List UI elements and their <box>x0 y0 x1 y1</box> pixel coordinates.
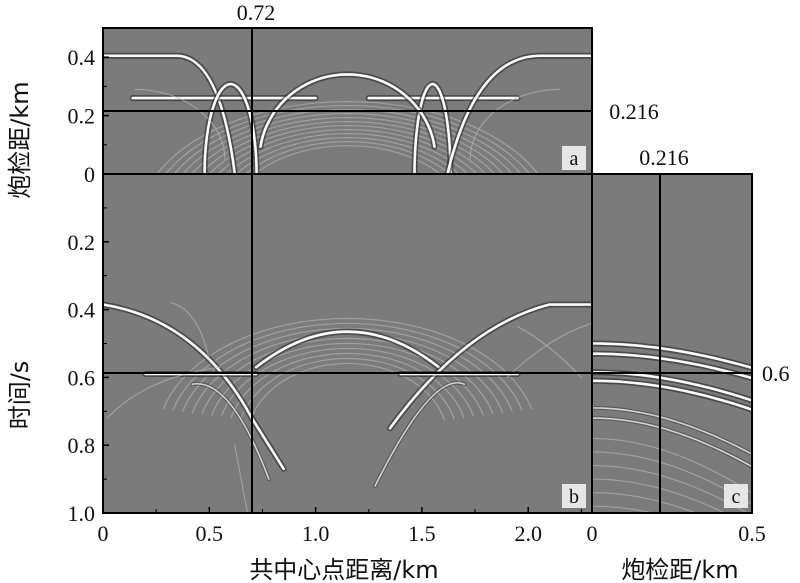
panel-b-letter: b <box>569 486 579 508</box>
panel-a-badge <box>562 146 586 170</box>
cursor-x-label-panel-c: 0.216 <box>639 145 689 170</box>
y-tick-label-time: 0.4 <box>68 298 96 323</box>
y-tick-label-time: 0.6 <box>68 365 96 390</box>
y-tick-label-time: 1.0 <box>68 501 96 526</box>
panel-a-events <box>103 52 592 174</box>
x-axis-label-offset: 炮检距/km <box>621 556 738 583</box>
y-tick-label-time: 0.2 <box>68 230 96 255</box>
panel-c-event-2 <box>592 352 752 380</box>
panel-a-mesh-arc <box>182 113 513 174</box>
axis-ticks: 0 0.5 1.0 1.5 2.0 0 0.5 0 0.2 0.4 0.2 0.4 0.6 0.8 1.0 <box>68 45 766 546</box>
panel-c-event-1 <box>592 342 752 370</box>
panel-a-event-loop-right <box>413 82 452 174</box>
panel-a-mesh-arc <box>217 129 478 174</box>
panel-a-mesh-arc <box>164 105 531 174</box>
panel-c-faint-event <box>592 505 656 513</box>
panel-c-badge <box>724 484 748 508</box>
x-tick-label-cmp: 0.5 <box>196 521 224 546</box>
panel-b-mesh-arc <box>220 347 475 417</box>
cursor-y-label-panel-c: 0.6 <box>762 361 790 386</box>
panel-a-mesh-arc <box>173 109 522 174</box>
x-tick-label-offset: 0.5 <box>738 521 766 546</box>
y-axis-label-time: 时间/s <box>6 361 34 430</box>
panel-b-event-center-arch <box>254 330 441 369</box>
panel-c-event-5 <box>592 407 752 455</box>
panel-a-mesh-arc <box>253 145 442 174</box>
panel-b-faint-right <box>506 322 592 378</box>
panel-c-event-6 <box>592 417 752 468</box>
panel-a-letter: a <box>570 148 579 170</box>
panel-a-faint-right <box>469 88 561 160</box>
panel-b-badge <box>562 484 586 508</box>
panel-a-event-left-top <box>103 54 237 174</box>
panel-b-event-right-cross <box>374 382 466 487</box>
panel-b-faint-left-top <box>170 302 210 362</box>
panel-a-faint-left <box>134 88 226 160</box>
x-tick-label-cmp: 2.0 <box>514 521 542 546</box>
panel-c-faint-event <box>592 478 726 513</box>
panel-b-mesh-arc <box>211 342 484 416</box>
x-tick-label-cmp: 0 <box>98 521 109 546</box>
y-tick-label-offset: 0.2 <box>68 104 96 129</box>
panel-a-event-arch-center <box>259 73 436 148</box>
y-tick-label-offset: 0.4 <box>68 45 96 70</box>
panel-b-mesh-arc <box>162 317 533 410</box>
panel-b-faint-left <box>106 366 221 419</box>
panel-b-mesh-arc <box>240 357 455 420</box>
panel-c-faint-event <box>592 437 752 494</box>
cursor-y-label-panel-a: 0.216 <box>609 99 659 124</box>
panel-a-mesh-arc <box>244 141 451 174</box>
panel-b-mesh-arc <box>172 322 523 411</box>
panel-b-mesh-arc <box>230 352 465 418</box>
panel-b-faint-left-tail <box>234 444 249 513</box>
panel-c-letter: c <box>732 486 741 508</box>
panel-b-events <box>103 301 592 513</box>
panel-a-event-loop-left <box>203 82 258 174</box>
x-tick-label-cmp: 1.5 <box>408 521 436 546</box>
y-tick-label-offset: 0 <box>84 162 95 187</box>
panel-c-frame <box>591 173 753 514</box>
y-tick-label-time: 0.8 <box>68 433 96 458</box>
panel-a-mesh-arc <box>235 137 460 174</box>
panel-b-faint-right-top <box>516 325 582 378</box>
panel-a-mesh-arc <box>156 101 539 174</box>
cursor-x-label-main: 0.72 <box>237 0 276 25</box>
panel-a-mesh-arc <box>208 125 487 174</box>
y-axis-label-offset: 炮检距/km <box>6 81 34 198</box>
x-tick-label-cmp: 1.0 <box>302 521 330 546</box>
panel-b-event-right-hyperbola <box>388 303 592 430</box>
panel-c-faint-event <box>592 492 698 513</box>
panel-a-mesh-arc <box>199 121 496 174</box>
panel-c-event-4 <box>592 379 752 411</box>
panel-b-mesh-arc <box>250 362 445 421</box>
panel-b-event-left-hyperbola <box>103 303 286 471</box>
panel-b-event-left-cross <box>191 383 270 480</box>
x-tick-label-offset: 0 <box>587 521 598 546</box>
panel-a-event-right-top <box>446 54 592 174</box>
x-axis-label-cmp-distance: 共中心点距离/km <box>249 556 438 583</box>
